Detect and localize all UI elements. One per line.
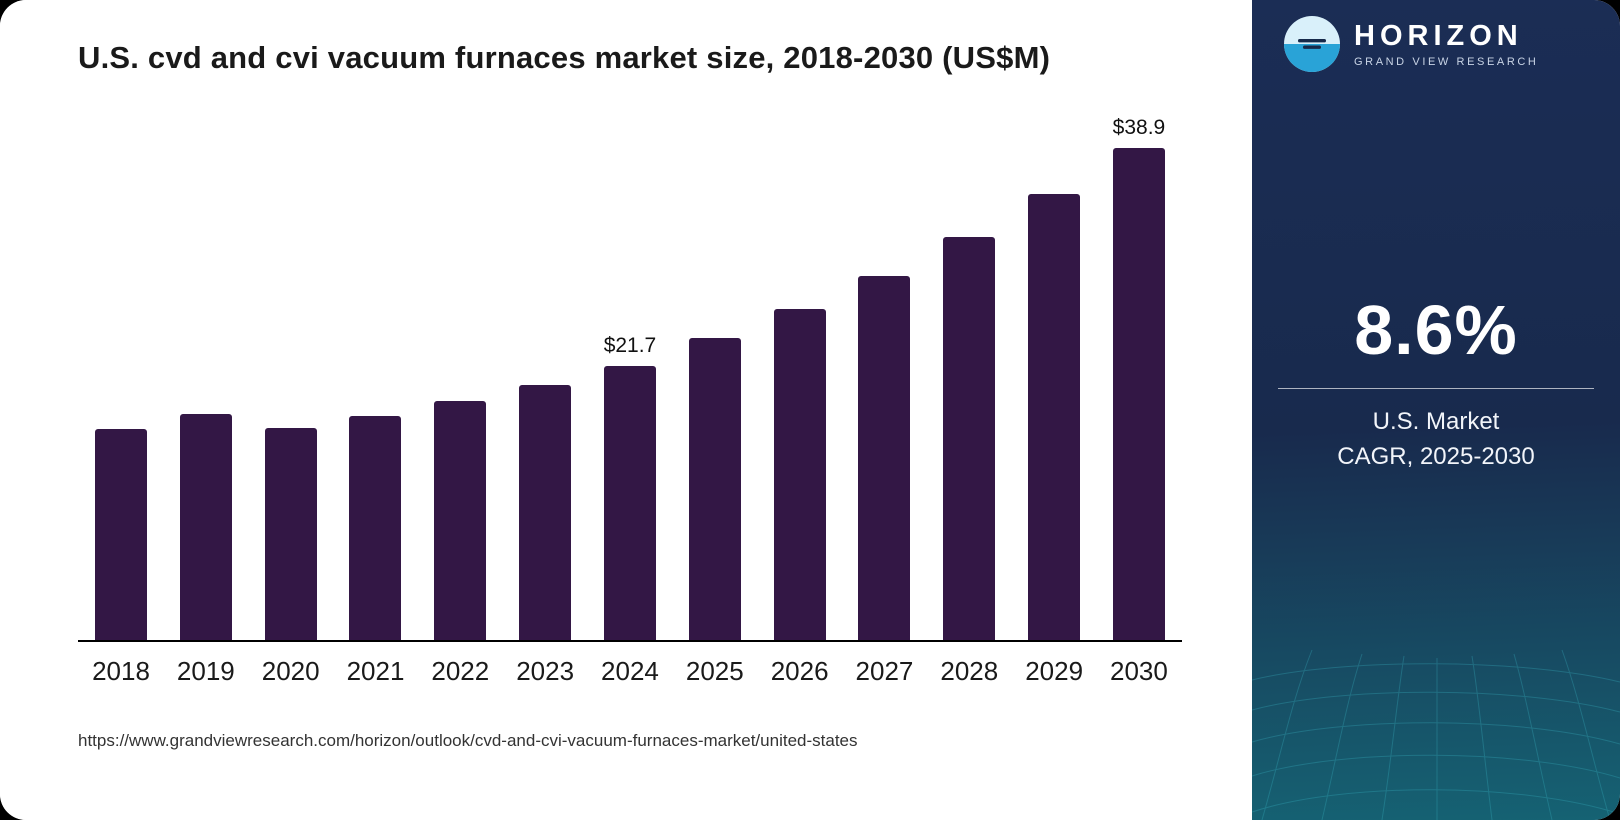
stat-label-line1: U.S. Market	[1372, 408, 1500, 435]
x-axis-label: 2025	[685, 656, 744, 687]
brand-logo-row: HORIZON GRAND VIEW RESEARCH	[1252, 0, 1620, 72]
stat-label-line2: CAGR, 2025-2030	[1337, 442, 1535, 470]
x-axis-label: 2021	[346, 656, 405, 687]
bar	[858, 276, 911, 641]
stat-divider	[1278, 388, 1594, 389]
bar-value-label: $21.7	[603, 334, 657, 358]
bar	[349, 416, 402, 641]
brand-text: HORIZON GRAND VIEW RESEARCH	[1354, 20, 1538, 68]
bar-chart-plot-area: $21.7 $38.9	[78, 116, 1182, 643]
x-axis-label: 2022	[431, 656, 490, 687]
chart-title: U.S. cvd and cvi vacuum furnaces market …	[78, 40, 1051, 75]
bar	[1028, 194, 1081, 641]
cagr-value: 8.6%	[1354, 291, 1518, 369]
cagr-stat-block: 8.6% U.S. Market CAGR, 2025-2030	[1252, 290, 1620, 475]
x-axis-label: 2018	[92, 656, 150, 687]
x-axis-label: 2028	[940, 656, 999, 687]
sidebar: HORIZON GRAND VIEW RESEARCH 8.6% U.S. Ma…	[1252, 0, 1620, 820]
bar: $38.9	[1113, 116, 1165, 641]
x-axis-label: 2029	[1025, 656, 1084, 687]
x-axis-label: 2030	[1110, 656, 1168, 687]
bar: $21.7	[604, 334, 656, 641]
x-axis-label: 2019	[176, 656, 235, 687]
x-axis-label: 2027	[855, 656, 914, 687]
horizon-logo-icon	[1284, 16, 1340, 72]
x-axis-label: 2024	[601, 656, 659, 687]
bar	[943, 237, 996, 641]
bar	[688, 338, 741, 641]
source-url: https://www.grandviewresearch.com/horizo…	[78, 731, 858, 751]
brand-subtitle: GRAND VIEW RESEARCH	[1354, 56, 1539, 68]
chart-panel: U.S. cvd and cvi vacuum furnaces market …	[78, 40, 1182, 751]
bar	[434, 401, 487, 641]
brand-name: HORIZON	[1354, 20, 1523, 52]
mesh-decoration	[1252, 649, 1620, 820]
bar-chart: $21.7 $38.9 2018 2019 2020 2021 2022 2023 2024 2…	[78, 116, 1182, 687]
bar	[264, 428, 317, 641]
bar	[773, 309, 826, 641]
bar	[519, 385, 572, 641]
bar	[95, 429, 147, 641]
x-axis: 2018 2019 2020 2021 2022 2023 2024 2025 2026 2027…	[78, 656, 1182, 687]
x-axis-label: 2023	[516, 656, 575, 687]
x-axis-label: 2020	[261, 656, 320, 687]
x-axis-label: 2026	[770, 656, 829, 687]
bar	[179, 414, 232, 641]
stat-label: U.S. Market CAGR, 2025-2030	[1252, 405, 1620, 475]
bar-value-label: $38.9	[1112, 116, 1166, 140]
